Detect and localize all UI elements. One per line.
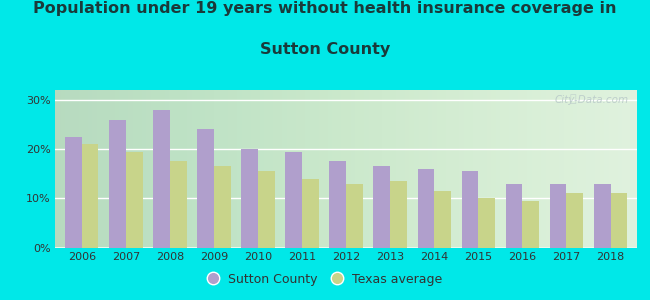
- Legend: Sutton County, Texas average: Sutton County, Texas average: [203, 268, 447, 291]
- Bar: [550, 184, 567, 248]
- Text: ⓘ: ⓘ: [569, 94, 576, 104]
- Bar: [390, 181, 407, 248]
- Bar: [170, 161, 187, 248]
- Bar: [241, 149, 258, 248]
- Bar: [330, 161, 346, 248]
- Text: City-Data.com: City-Data.com: [554, 95, 629, 105]
- Bar: [417, 169, 434, 248]
- Bar: [478, 198, 495, 248]
- Bar: [434, 191, 451, 248]
- Bar: [197, 129, 214, 248]
- Bar: [82, 144, 98, 248]
- Bar: [610, 194, 627, 247]
- Bar: [594, 184, 610, 248]
- Bar: [302, 178, 318, 248]
- Bar: [65, 137, 82, 248]
- Bar: [109, 119, 125, 248]
- Text: Sutton County: Sutton County: [260, 42, 390, 57]
- Bar: [346, 184, 363, 248]
- Bar: [214, 166, 231, 248]
- Bar: [285, 152, 302, 248]
- Bar: [125, 152, 142, 248]
- Bar: [523, 201, 539, 248]
- Bar: [567, 194, 583, 247]
- Bar: [506, 184, 523, 248]
- Bar: [153, 110, 170, 248]
- Bar: [258, 171, 275, 248]
- Text: Population under 19 years without health insurance coverage in: Population under 19 years without health…: [33, 2, 617, 16]
- Bar: [462, 171, 478, 248]
- Bar: [374, 166, 390, 248]
